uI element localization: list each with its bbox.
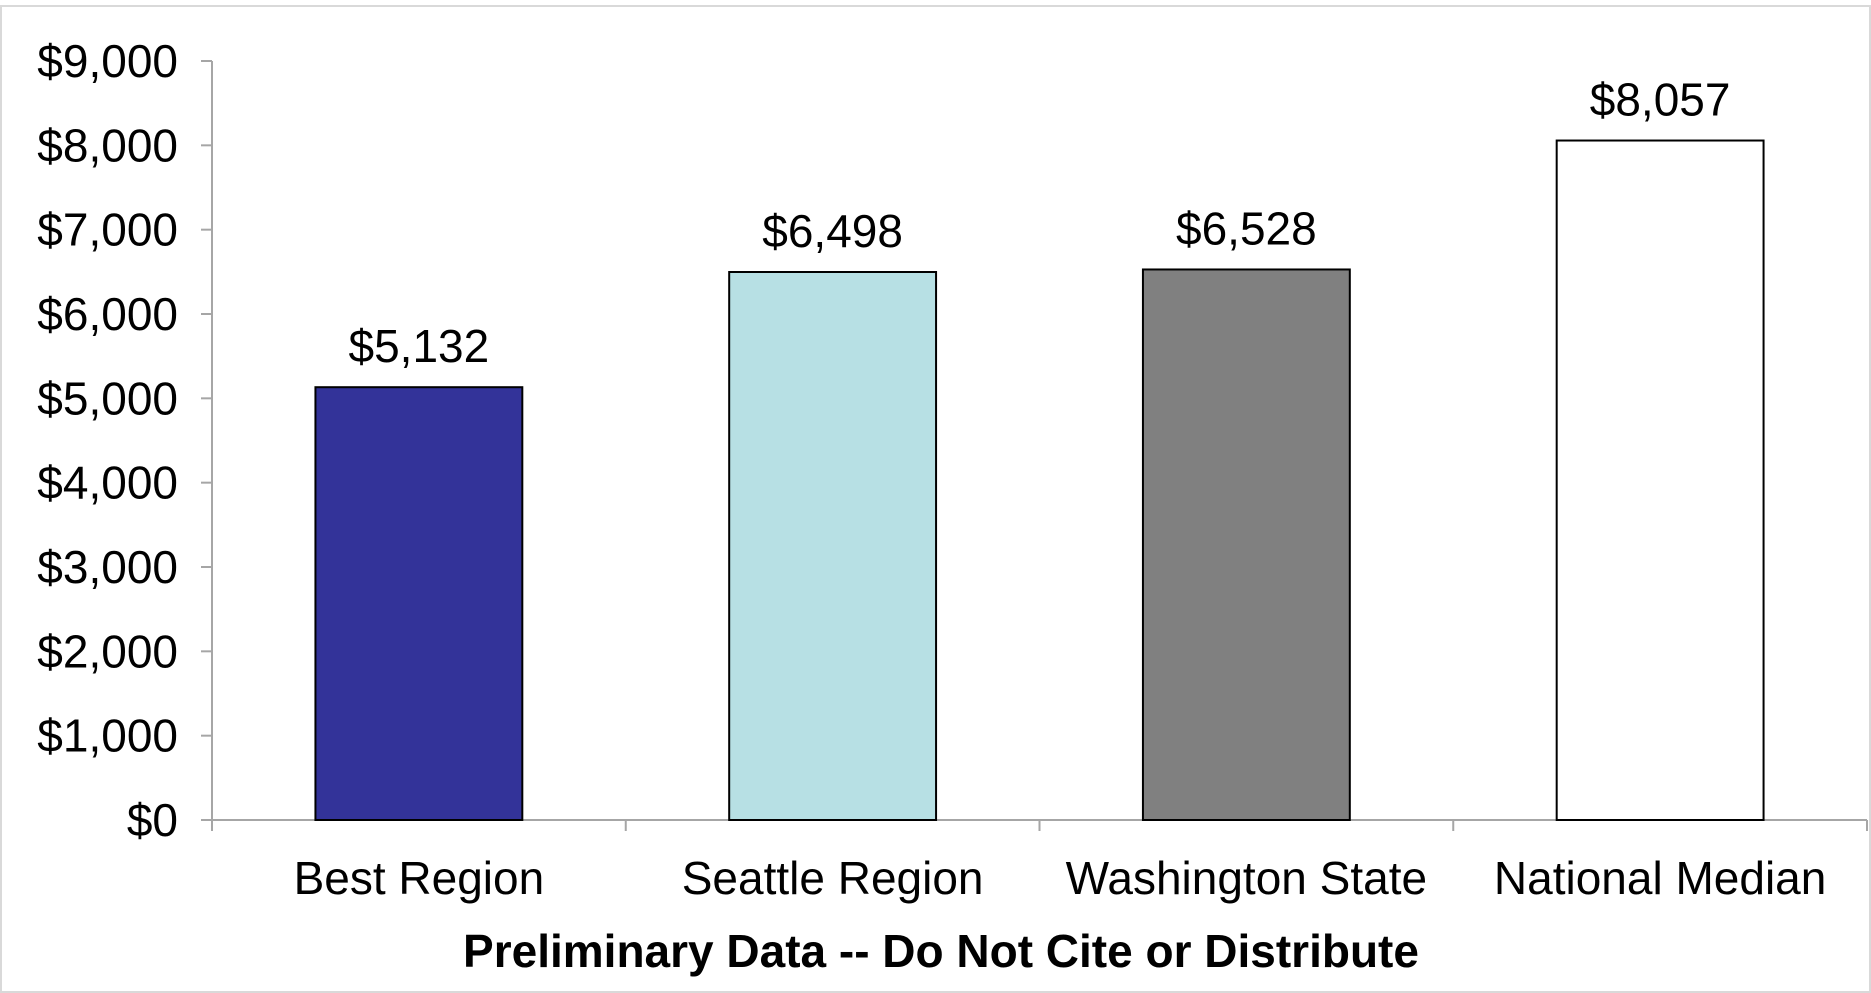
y-tick-label: $0 [127,794,178,846]
data-labels: $5,132 $6,498 $6,528 $8,057 [349,74,1731,373]
y-tick-label: $2,000 [37,625,178,677]
bar [1555,139,1765,822]
category-label: National Median [1494,852,1826,904]
bar [314,386,524,821]
category-label: Best Region [294,852,545,904]
category-label: Washington State [1066,852,1427,904]
bar [728,271,938,821]
bar [1141,268,1351,821]
y-tick-label: $7,000 [37,204,178,256]
bars [314,139,1765,822]
y-tick-label: $6,000 [37,288,178,340]
y-tick-label: $3,000 [37,541,178,593]
preliminary-data-note: Preliminary Data -- Do Not Cite or Distr… [463,925,1419,977]
y-tick-label: $8,000 [37,119,178,171]
bar-value-label: $5,132 [349,320,490,372]
bar-value-label: $8,057 [1590,74,1731,126]
category-labels: Best Region Seattle Region Washington Stat… [294,852,1827,904]
bar-value-label: $6,528 [1176,202,1317,254]
y-tick-label: $4,000 [37,457,178,509]
bar-value-label: $6,498 [762,205,903,257]
y-tick-label: $1,000 [37,710,178,762]
y-axis: $0 $1,000 $2,000 $3,000 $4,000 $5,000 $6,000 $7… [37,35,213,846]
y-tick-label: $9,000 [37,35,178,87]
y-tick-label: $5,000 [37,372,178,424]
category-label: Seattle Region [682,852,984,904]
